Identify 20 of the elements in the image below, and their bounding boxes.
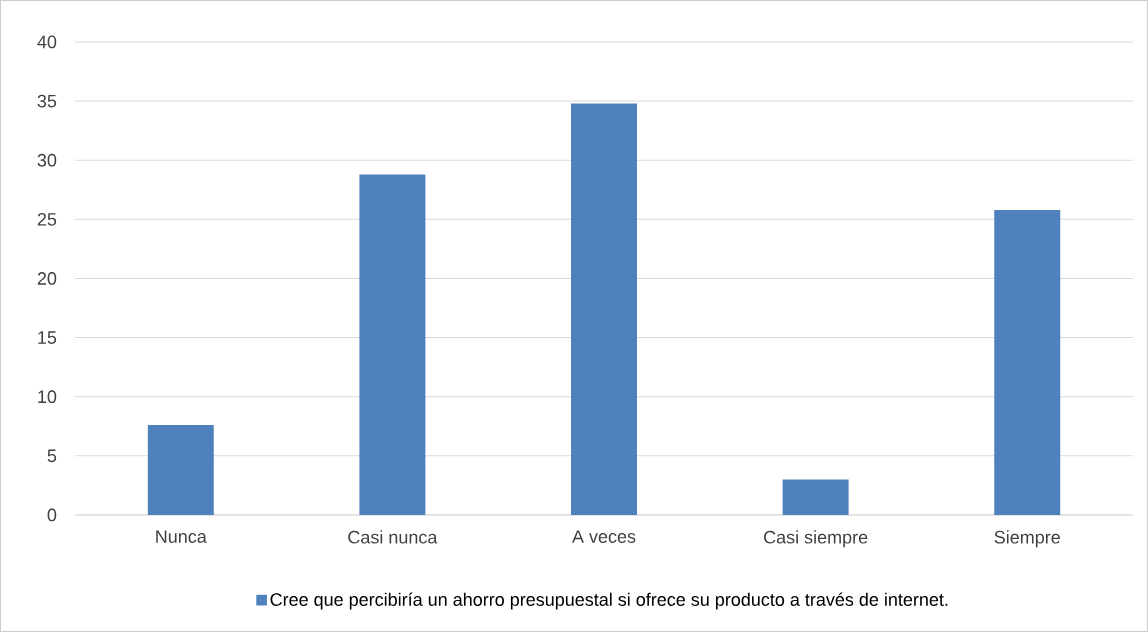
bar bbox=[359, 174, 426, 516]
bar bbox=[147, 425, 214, 516]
x-tick-label: Casi nunca bbox=[348, 530, 438, 544]
bar bbox=[994, 209, 1061, 516]
y-tick-label: 5 bbox=[47, 449, 57, 463]
bar bbox=[782, 479, 849, 516]
y-tick-label: 10 bbox=[38, 390, 57, 404]
y-tick-label: 0 bbox=[47, 508, 57, 522]
legend-label: Cree que percibiría un ahorro presupuestal si ofrece su producto a través de internet. bbox=[270, 592, 948, 610]
y-tick-label: 30 bbox=[37, 153, 57, 167]
x-tick-label: Siempre bbox=[994, 530, 1060, 548]
y-tick-label: 25 bbox=[37, 213, 57, 226]
y-tick-label: 40 bbox=[37, 35, 57, 49]
y-tick-label: 15 bbox=[38, 331, 57, 344]
x-tick-label: Casi siempre bbox=[764, 530, 868, 548]
bar bbox=[571, 103, 638, 516]
y-tick-label: 20 bbox=[37, 272, 57, 285]
y-tick-label: 35 bbox=[37, 94, 57, 108]
x-tick-label: Nunca bbox=[156, 530, 207, 543]
x-tick-label: A veces bbox=[572, 530, 636, 543]
